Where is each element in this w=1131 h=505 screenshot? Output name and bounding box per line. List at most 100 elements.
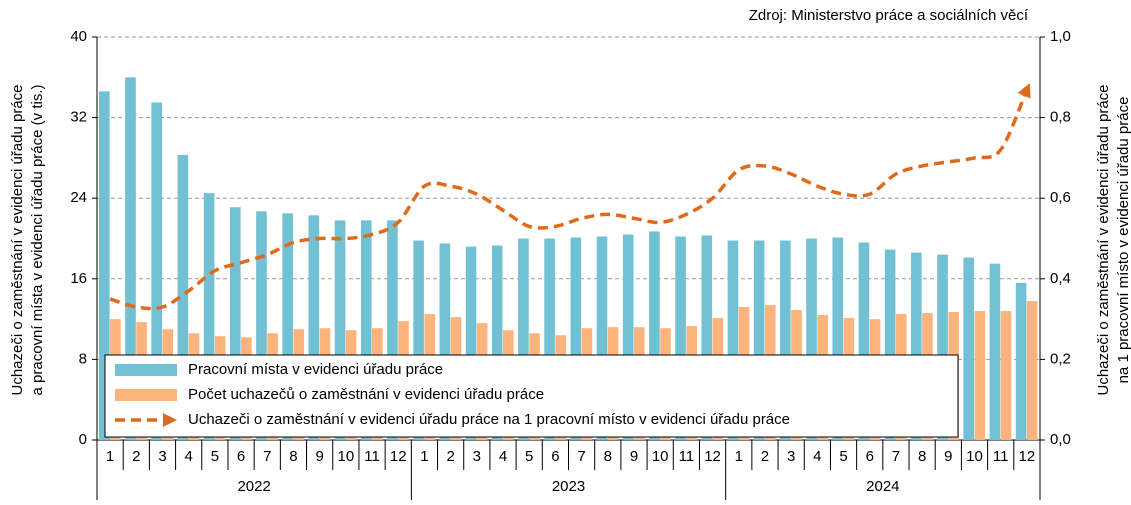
x-tick-label: 2	[132, 448, 140, 465]
x-tick-label: 11	[679, 448, 695, 465]
x-tick-label: 1	[735, 448, 743, 465]
x-tick-label: 3	[158, 448, 166, 465]
x-tick-label: 1	[106, 448, 114, 465]
bar	[203, 193, 215, 440]
x-tick-label: 5	[839, 448, 847, 465]
bar	[1015, 282, 1027, 440]
legend-label: Počet uchazečů o zaměstnání v evidenci ú…	[188, 386, 544, 403]
x-tick-label: 8	[604, 448, 612, 465]
y2-axis-title: Uchazeči o zaměstnání v evidenci úřadu p…	[1095, 84, 1131, 395]
bar	[334, 220, 346, 440]
x-tick-label: 11	[993, 448, 1009, 465]
bar	[622, 234, 634, 440]
y2-axis-title-line: Uchazeči o zaměstnání v evidenci úřadu p…	[1095, 84, 1112, 395]
y2-tick-label: 0,8	[1050, 109, 1071, 126]
x-tick-label: 5	[211, 448, 219, 465]
bar	[1026, 300, 1038, 440]
legend-box	[104, 354, 959, 438]
bar	[806, 238, 817, 440]
bar	[701, 235, 713, 440]
x-tick-label: 3	[787, 448, 795, 465]
legend-label: Pracovní místa v evidenci úřadu práce	[188, 361, 443, 378]
y-axis-title-line: a pracovní místa v evidenci úřadu práce …	[29, 85, 46, 396]
bar	[125, 77, 136, 441]
year-label: 2023	[552, 478, 585, 495]
bar	[256, 211, 267, 440]
x-tick-label: 12	[1019, 448, 1036, 465]
x-tick-label: 10	[338, 448, 355, 465]
x-tick-label: 10	[652, 448, 669, 465]
y-tick-label: 32	[70, 109, 87, 126]
x-tick-label: 2	[761, 448, 769, 465]
bar	[832, 237, 844, 440]
bar	[308, 215, 320, 440]
year-label: 2024	[866, 478, 899, 495]
x-tick-label: 5	[525, 448, 533, 465]
bar	[884, 249, 896, 440]
legend-label: Uchazeči o zaměstnání v evidenci úřadu p…	[188, 411, 790, 428]
x-tick-label: 12	[390, 448, 407, 465]
bar	[151, 102, 162, 441]
bar	[413, 240, 424, 440]
bar	[544, 238, 555, 440]
bar	[177, 154, 189, 440]
bar	[491, 245, 503, 440]
x-tick-label: 12	[704, 448, 721, 465]
y2-tick-label: 0,4	[1050, 270, 1071, 287]
y2-tick-label: 0,0	[1050, 431, 1071, 448]
y2-tick-label: 0,6	[1050, 189, 1071, 206]
bar	[99, 91, 110, 440]
bar	[911, 252, 922, 440]
bar	[937, 254, 948, 440]
y-tick-label: 0	[79, 431, 87, 448]
x-tick-label: 4	[813, 448, 821, 465]
bar	[727, 240, 739, 440]
x-tick-label: 8	[918, 448, 926, 465]
bar	[974, 311, 986, 440]
bar	[989, 263, 1001, 440]
bar	[780, 240, 791, 440]
bar	[1000, 311, 1012, 440]
legend-swatch	[115, 364, 177, 376]
x-tick-label: 4	[185, 448, 193, 465]
x-tick-label: 10	[966, 448, 983, 465]
y-tick-label: 40	[70, 28, 87, 45]
x-tick-label: 6	[866, 448, 874, 465]
x-tick-label: 1	[420, 448, 428, 465]
x-tick-label: 4	[499, 448, 507, 465]
bar	[596, 236, 608, 440]
legend-swatch	[115, 389, 177, 401]
y2-axis-title-line: na 1 pracovní místo v evidenci úřadu prá…	[1115, 97, 1131, 384]
x-tick-label: 6	[237, 448, 245, 465]
x-tick-label: 9	[944, 448, 952, 465]
y-axis-title: Uchazeči o zaměstnání v evidenci úřadu p…	[9, 84, 46, 395]
x-tick-label: 8	[289, 448, 297, 465]
bar	[518, 238, 529, 440]
source: Zdroj: Ministerstvo práce a sociálních v…	[749, 7, 1029, 24]
y-axis-title-line: Uchazeči o zaměstnání v evidenci úřadu p…	[9, 84, 26, 395]
bar	[858, 242, 870, 440]
bar	[465, 246, 477, 440]
bar	[360, 220, 372, 440]
x-tick-label: 2	[446, 448, 454, 465]
bar	[675, 236, 686, 440]
bar	[963, 257, 975, 440]
x-tick-label: 7	[263, 448, 271, 465]
y-tick-label: 16	[70, 270, 87, 287]
y-tick-label: 24	[70, 189, 87, 206]
x-tick-label: 7	[577, 448, 585, 465]
bar	[753, 240, 765, 440]
x-tick-label: 7	[892, 448, 900, 465]
bar	[439, 243, 451, 440]
x-tick-label: 9	[630, 448, 638, 465]
bar	[649, 231, 660, 440]
y2-tick-label: 1,0	[1050, 28, 1071, 45]
bar	[570, 237, 582, 440]
y-tick-label: 8	[79, 350, 87, 367]
x-tick-label: 11	[364, 448, 380, 465]
bar	[387, 220, 398, 440]
y2-tick-label: 0,2	[1050, 350, 1071, 367]
line-series	[109, 82, 1031, 311]
x-tick-label: 6	[551, 448, 559, 465]
